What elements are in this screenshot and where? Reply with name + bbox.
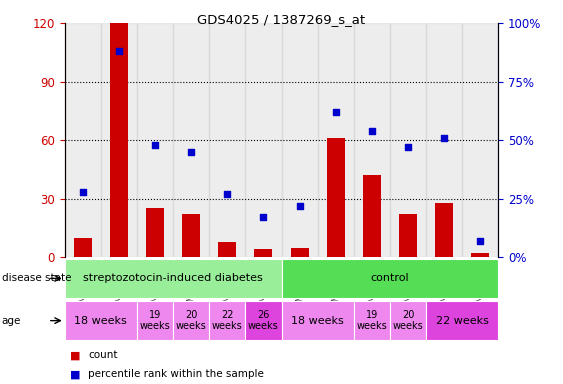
Text: 19
weeks: 19 weeks — [356, 310, 387, 331]
Point — [187, 149, 196, 155]
Text: 20
weeks: 20 weeks — [392, 310, 423, 331]
Point — [78, 189, 87, 195]
Bar — [245, 301, 282, 341]
Text: 22 weeks: 22 weeks — [436, 316, 489, 326]
Bar — [390, 23, 426, 257]
Bar — [254, 250, 272, 257]
Text: 19
weeks: 19 weeks — [140, 310, 171, 331]
Bar — [209, 23, 245, 257]
Bar — [137, 23, 173, 257]
Bar — [74, 238, 92, 257]
Text: 22
weeks: 22 weeks — [212, 310, 243, 331]
Point — [223, 191, 232, 197]
Text: 26
weeks: 26 weeks — [248, 310, 279, 331]
Text: 20
weeks: 20 weeks — [176, 310, 207, 331]
Text: disease state: disease state — [2, 273, 71, 283]
Point — [150, 142, 159, 148]
Bar — [327, 138, 345, 257]
Bar — [399, 214, 417, 257]
Text: ■: ■ — [70, 350, 81, 360]
Bar — [282, 23, 318, 257]
Bar — [65, 23, 101, 257]
Text: 18 weeks: 18 weeks — [291, 316, 344, 326]
Text: count: count — [88, 350, 118, 360]
Point — [440, 135, 449, 141]
Bar — [245, 23, 282, 257]
Point — [367, 128, 376, 134]
Text: ■: ■ — [70, 369, 81, 379]
Text: streptozotocin-induced diabetes: streptozotocin-induced diabetes — [83, 273, 263, 283]
Bar — [110, 23, 128, 257]
Bar — [390, 301, 426, 341]
Bar — [318, 23, 354, 257]
Bar — [65, 258, 282, 298]
Bar — [435, 203, 453, 257]
Bar — [65, 301, 137, 341]
Point — [404, 144, 413, 150]
Point — [114, 48, 123, 54]
Point — [259, 214, 268, 220]
Text: GDS4025 / 1387269_s_at: GDS4025 / 1387269_s_at — [198, 13, 365, 26]
Bar — [137, 301, 173, 341]
Point — [476, 238, 485, 244]
Bar — [173, 23, 209, 257]
Bar — [282, 258, 498, 298]
Point — [331, 109, 340, 115]
Bar — [426, 23, 462, 257]
Bar — [291, 248, 309, 257]
Bar — [462, 23, 498, 257]
Bar — [363, 175, 381, 257]
Bar — [282, 301, 354, 341]
Bar — [101, 23, 137, 257]
Bar — [173, 301, 209, 341]
Text: 18 weeks: 18 weeks — [74, 316, 127, 326]
Bar — [426, 301, 498, 341]
Bar — [218, 242, 236, 257]
Bar — [209, 301, 245, 341]
Bar — [354, 23, 390, 257]
Point — [295, 203, 304, 209]
Bar — [182, 214, 200, 257]
Bar — [146, 209, 164, 257]
Text: control: control — [370, 273, 409, 283]
Bar — [354, 301, 390, 341]
Text: age: age — [2, 316, 21, 326]
Bar — [471, 253, 489, 257]
Text: percentile rank within the sample: percentile rank within the sample — [88, 369, 264, 379]
